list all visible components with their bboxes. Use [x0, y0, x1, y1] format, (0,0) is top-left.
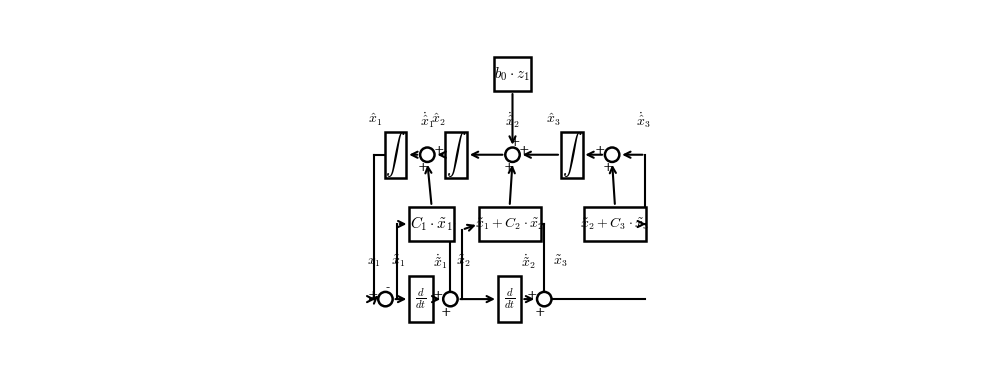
Text: $\frac{d}{dt}$: $\frac{d}{dt}$ [415, 287, 427, 312]
FancyBboxPatch shape [409, 276, 433, 322]
Text: $\tilde{x}_2 + C_3 \cdot \tilde{x}_3$: $\tilde{x}_2 + C_3 \cdot \tilde{x}_3$ [580, 216, 650, 232]
Circle shape [378, 292, 393, 306]
Text: $\dot{\hat{x}}_3$: $\dot{\hat{x}}_3$ [636, 110, 650, 130]
Text: +: + [441, 306, 452, 319]
Text: +: + [418, 161, 429, 174]
FancyBboxPatch shape [561, 132, 583, 178]
FancyBboxPatch shape [498, 276, 521, 322]
Text: $\int$: $\int$ [385, 130, 406, 179]
Text: $C_1 \cdot \tilde{x}_1$: $C_1 \cdot \tilde{x}_1$ [410, 215, 453, 233]
Text: +: + [535, 306, 546, 319]
Text: $\int$: $\int$ [562, 130, 582, 179]
Text: +: + [594, 144, 605, 157]
Text: $\dot{\tilde{x}}_1$: $\dot{\tilde{x}}_1$ [433, 252, 447, 271]
Text: +: + [518, 144, 529, 157]
Text: $\tilde{x}_2$: $\tilde{x}_2$ [456, 254, 471, 270]
FancyBboxPatch shape [584, 207, 646, 242]
FancyBboxPatch shape [385, 132, 406, 178]
Circle shape [443, 292, 458, 306]
Circle shape [420, 147, 435, 162]
Circle shape [537, 292, 551, 306]
Text: $x_1$: $x_1$ [367, 255, 381, 268]
Text: $\dot{\tilde{x}}_2$: $\dot{\tilde{x}}_2$ [521, 252, 536, 271]
Text: $\int$: $\int$ [446, 130, 466, 179]
Text: $\hat{x}_3$: $\hat{x}_3$ [546, 112, 561, 128]
FancyBboxPatch shape [494, 57, 531, 91]
Text: +: + [503, 161, 514, 174]
Circle shape [505, 147, 520, 162]
Text: +: + [367, 288, 378, 302]
Text: +: + [603, 161, 613, 174]
FancyBboxPatch shape [479, 207, 541, 242]
Text: +: + [434, 144, 444, 157]
Text: +: + [510, 136, 521, 149]
Text: $\tilde{x}_1$: $\tilde{x}_1$ [391, 254, 406, 270]
Text: $\tilde{x}_1 + C_2 \cdot \tilde{x}_2$: $\tilde{x}_1 + C_2 \cdot \tilde{x}_2$ [475, 216, 544, 232]
Text: $b_0 \cdot z_1$: $b_0 \cdot z_1$ [494, 65, 531, 82]
Text: +: + [433, 288, 443, 302]
Text: +: + [527, 288, 537, 302]
Text: -: - [386, 281, 390, 294]
Circle shape [605, 147, 619, 162]
Text: $\hat{x}_1$: $\hat{x}_1$ [368, 112, 383, 128]
FancyBboxPatch shape [445, 132, 467, 178]
Text: $\hat{x}_2$: $\hat{x}_2$ [431, 112, 446, 128]
Text: $\frac{d}{dt}$: $\frac{d}{dt}$ [504, 287, 515, 312]
Text: $\dot{\hat{x}}_2$: $\dot{\hat{x}}_2$ [505, 110, 520, 130]
Text: $\dot{\hat{x}}_1$: $\dot{\hat{x}}_1$ [420, 110, 435, 130]
FancyBboxPatch shape [409, 207, 454, 242]
Text: $\tilde{x}_3$: $\tilde{x}_3$ [553, 254, 568, 270]
